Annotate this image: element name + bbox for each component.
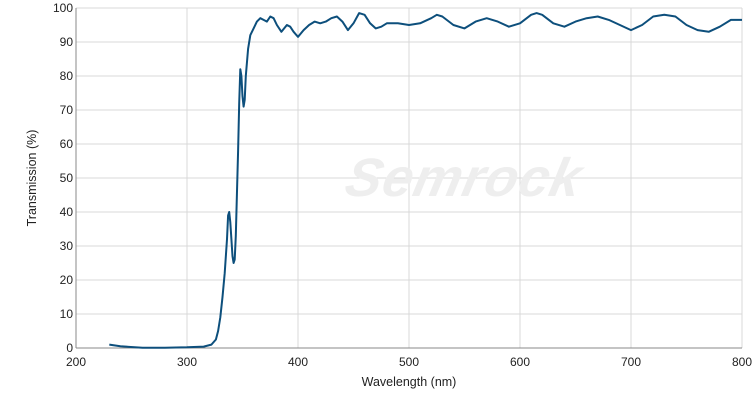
y-tick-label: 90	[60, 35, 74, 49]
y-tick-label: 50	[60, 171, 74, 185]
y-tick-label: 70	[60, 103, 74, 117]
x-axis-title: Wavelength (nm)	[362, 375, 457, 389]
semrock-watermark: Semrock	[340, 148, 590, 208]
y-tick-label: 0	[66, 341, 73, 355]
y-tick-label: 30	[60, 239, 74, 253]
x-tick-label: 800	[732, 355, 752, 369]
y-tick-label: 60	[60, 137, 74, 151]
x-tick-label: 600	[510, 355, 530, 369]
x-tick-label: 700	[621, 355, 641, 369]
y-tick-label: 80	[60, 69, 74, 83]
y-tick-label: 40	[60, 205, 74, 219]
y-tick-labels: 0 10 20 30 40 50 60 70 80 90 100	[53, 1, 73, 355]
y-axis-title: Transmission (%)	[25, 130, 39, 227]
grid-lines	[76, 7, 743, 348]
y-tick-label: 10	[60, 307, 74, 321]
x-tick-label: 500	[399, 355, 419, 369]
transmission-series-line	[109, 12, 742, 349]
x-tick-labels: 200 300 400 500 600 700 800	[66, 355, 752, 369]
y-tick-label: 100	[53, 1, 73, 15]
y-tick-label: 20	[60, 273, 74, 287]
x-tick-label: 200	[66, 355, 86, 369]
x-tick-label: 400	[288, 355, 308, 369]
x-tick-label: 300	[177, 355, 197, 369]
